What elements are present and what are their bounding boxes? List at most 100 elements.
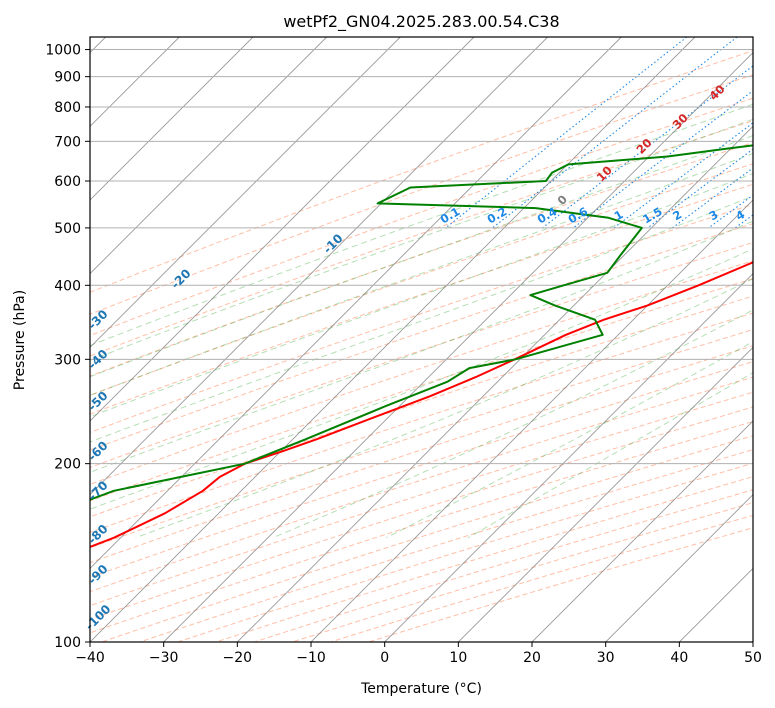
dry-adiabat-line: [90, 278, 753, 502]
isotherm-line: [90, 37, 696, 642]
moist-adiabat-line: [90, 103, 753, 347]
dry-adiabat-line: [90, 120, 753, 357]
mixing-ratio-label: 2: [670, 207, 684, 223]
dry-adiabat-line: [90, 97, 753, 337]
dry-adiabat-line: [90, 223, 753, 451]
mixing-ratio-line: [672, 167, 753, 229]
dry-adiabat-line: [292, 502, 753, 642]
y-tick-label: 100: [54, 635, 81, 651]
mixing-ratio-label: 0.6: [566, 204, 591, 226]
isotherm-line: [458, 346, 753, 642]
mixing-ratio-line: [572, 90, 753, 229]
mixing-ratio-label: 1: [612, 207, 626, 223]
dry-adiabat-line: [90, 142, 753, 377]
moist-adiabat-label: 30: [670, 111, 691, 132]
dry-adiabat-line: [90, 203, 753, 433]
mixing-ratio-label: 0.1: [438, 204, 463, 226]
dry-adiabat-label: -70: [85, 478, 110, 503]
x-tick-label: 10: [449, 650, 467, 666]
dry-adiabat-line: [90, 376, 753, 593]
dry-adiabat-line: [90, 74, 753, 315]
dry-adiabat-line: [90, 260, 753, 485]
mixing-ratio-label: 1.5: [640, 204, 665, 226]
x-tick-label: −40: [75, 650, 105, 666]
background-lines: [90, 37, 753, 642]
y-tick-label: 1000: [45, 43, 81, 59]
x-tick-label: 50: [744, 650, 762, 666]
isotherm-line: [310, 199, 753, 642]
y-axis-label: Pressure (hPa): [12, 290, 28, 390]
dry-adiabat-line: [90, 361, 753, 578]
chart-title: wetPf2_GN04.2025.283.00.54.C38: [283, 12, 559, 32]
y-tick-label: 700: [54, 134, 81, 150]
x-axis-label: Temperature (°C): [360, 681, 482, 697]
isotherm-line: [384, 273, 753, 642]
y-tick-label: 900: [54, 70, 81, 86]
moist-adiabat-line: [272, 309, 753, 539]
temperature-profile-line: [90, 261, 753, 548]
dry-adiabat-line: [90, 391, 753, 607]
dry-adiabat-line: [90, 295, 753, 518]
dry-adiabat-label: -100: [82, 602, 113, 633]
mixing-ratio-line: [613, 122, 753, 229]
y-tick-label: 400: [54, 278, 81, 294]
dry-adiabat-line: [330, 514, 753, 642]
mixing-ratio-line: [542, 65, 753, 229]
moist-adiabat-line: [90, 135, 753, 378]
grid-lines: [90, 37, 753, 642]
dewpoint-profile-line: [90, 144, 753, 501]
y-tick-label: 200: [54, 457, 81, 473]
dry-adiabat-label: -30: [85, 307, 110, 332]
dry-adiabat-label: -80: [85, 522, 110, 547]
y-tick-label: 300: [54, 352, 81, 368]
y-tick-label: 600: [54, 174, 81, 190]
moist-adiabat-line: [90, 195, 753, 443]
x-tick-label: 40: [670, 650, 688, 666]
moist-adiabat-label: 40: [706, 82, 727, 103]
x-tick-label: 30: [597, 650, 615, 666]
moist-adiabat-label: 0: [555, 192, 571, 208]
dry-adiabat-line: [90, 50, 753, 293]
x-tick-label: 0: [380, 650, 389, 666]
isotherm-line: [163, 52, 753, 642]
moist-adiabat-line: [90, 118, 753, 361]
y-axis-ticks: 100 200 300 400 500 600 700 800 900 1000: [45, 43, 90, 651]
dry-adiabat-label: -90: [85, 562, 110, 587]
x-tick-label: −30: [149, 650, 179, 666]
dry-adiabat-label: -10: [320, 231, 345, 256]
moist-adiabat-line: [385, 340, 753, 539]
x-tick-label: 20: [523, 650, 541, 666]
isotherm-line: [605, 494, 753, 642]
moist-adiabat-line: [90, 248, 753, 510]
sounding-series: [90, 144, 753, 548]
x-tick-label: −10: [296, 650, 326, 666]
x-tick-label: −20: [223, 650, 253, 666]
mixing-ratio-line: [734, 214, 753, 229]
isotherm-line: [90, 37, 475, 422]
dry-adiabat-line: [90, 163, 753, 396]
y-tick-label: 500: [54, 221, 81, 237]
moist-adiabat-line: [90, 220, 753, 473]
isotherm-line: [531, 420, 753, 642]
x-axis-ticks: −40 −30 −20 −10 0 10 20 30 40 50: [75, 642, 762, 666]
dry-adiabat-line: [90, 183, 753, 415]
moist-adiabat-line: [90, 173, 753, 418]
isotherm-line: [90, 37, 401, 348]
isotherm-line: [679, 567, 753, 642]
isotherm-line: [90, 37, 327, 275]
isotherm-line: [90, 37, 548, 496]
dry-adiabat-line: [90, 241, 753, 469]
plot-frame: [89, 36, 754, 643]
dry-adiabat-label: -20: [168, 266, 193, 291]
isotherm-line: [90, 37, 622, 569]
dry-adiabat-label: -60: [85, 438, 110, 463]
dry-adiabat-line: [90, 312, 753, 534]
y-tick-label: 800: [54, 100, 81, 116]
dry-adiabat-line: [90, 345, 753, 564]
moist-adiabat-line: [90, 153, 753, 396]
dry-adiabat-line: [368, 527, 753, 642]
moist-adiabat-line: [467, 371, 753, 539]
mixing-ratio-label: 4: [733, 207, 747, 223]
dry-adiabat-line: [90, 329, 753, 549]
